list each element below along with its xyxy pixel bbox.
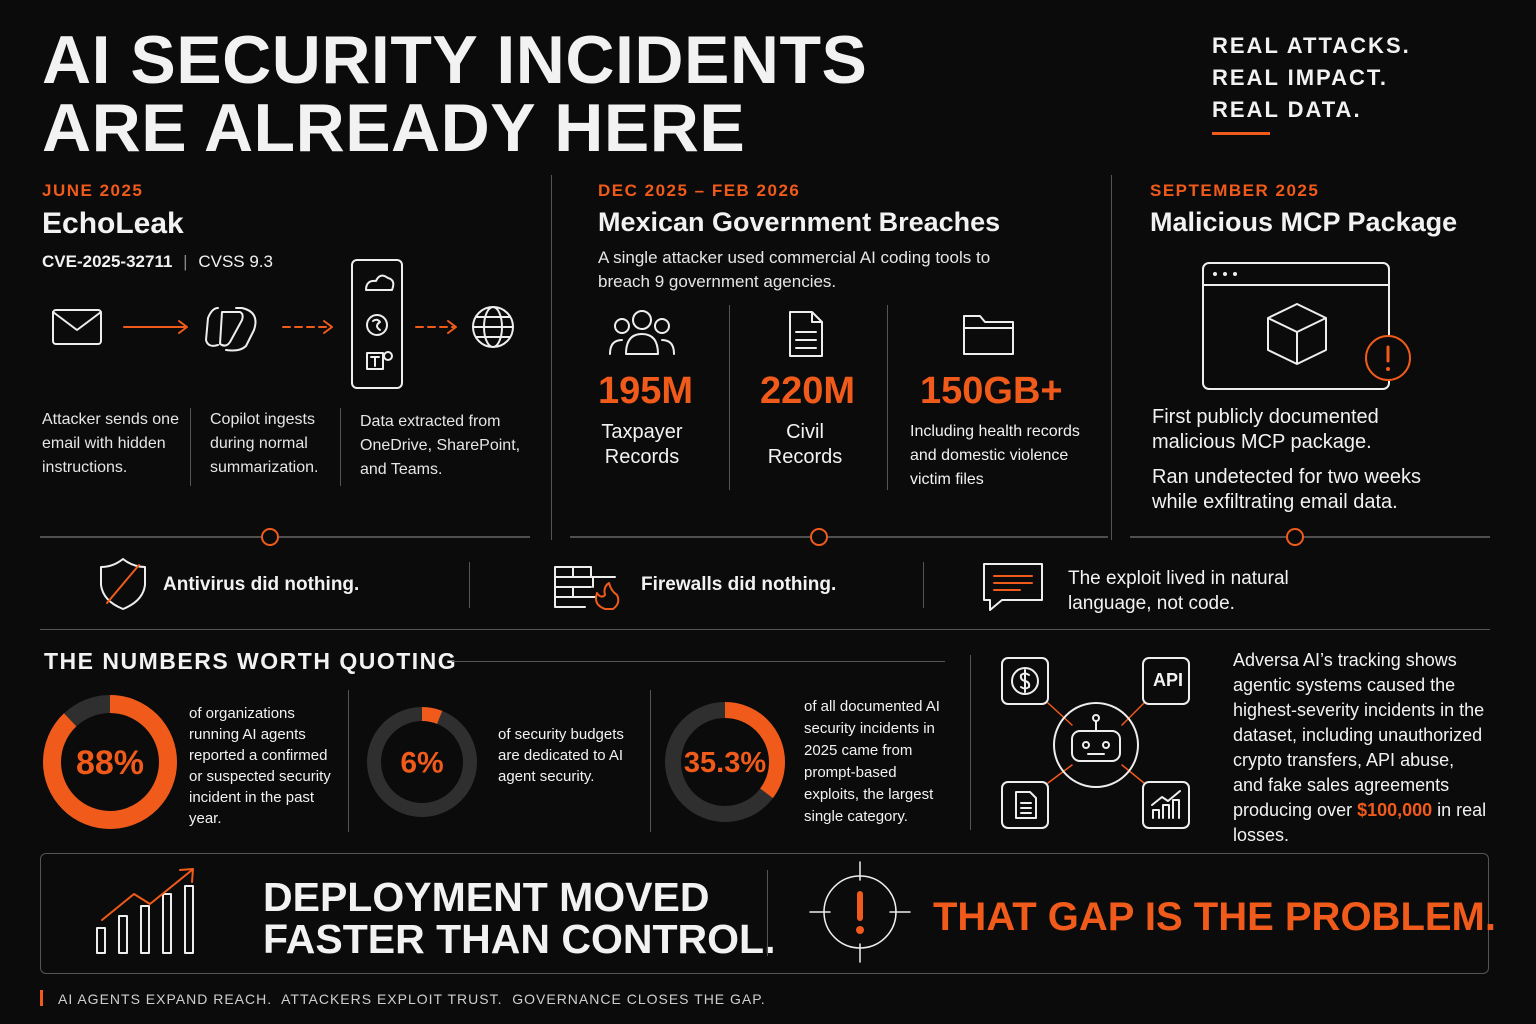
donut-arc bbox=[367, 707, 477, 817]
tagline: REAL ATTACKS. REAL IMPACT. REAL DATA. bbox=[1212, 30, 1411, 126]
divider bbox=[729, 305, 730, 490]
text: Adversa AI’s tracking shows agentic syst… bbox=[1233, 650, 1485, 820]
banner bbox=[40, 853, 1489, 974]
text: in real losses. bbox=[1233, 800, 1487, 845]
incident-title: Mexican Government Breaches bbox=[598, 207, 1001, 237]
tagline-line: REAL DATA. bbox=[1212, 97, 1362, 122]
agent-diagram bbox=[1001, 657, 1190, 829]
timeline bbox=[40, 528, 1490, 546]
footer-accent bbox=[40, 990, 43, 1006]
stat-text: of all documented AI security incidents … bbox=[804, 698, 940, 825]
divider bbox=[348, 690, 349, 832]
incident-title: EchoLeak bbox=[42, 207, 184, 240]
figure: 195M bbox=[598, 370, 694, 412]
tagline-line: REAL IMPACT. bbox=[1212, 65, 1388, 90]
stat-text: of organizations running AI agents repor… bbox=[189, 705, 331, 827]
donut-charts: 88% 6% 35.3% bbox=[43, 695, 785, 829]
divider bbox=[340, 408, 341, 486]
paragraph: First publicly documented malicious MCP … bbox=[1152, 406, 1379, 453]
donut-label: 6% bbox=[400, 747, 443, 780]
divider bbox=[40, 629, 1490, 630]
banner-line: FASTER THAN CONTROL. bbox=[263, 916, 776, 962]
incident-description: A single attacker used commercial AI cod… bbox=[598, 248, 991, 291]
agentic-text: Adversa AI’s tracking shows agentic syst… bbox=[1233, 648, 1488, 848]
divider bbox=[970, 655, 971, 830]
cvss: CVSS 9.3 bbox=[198, 252, 273, 271]
amount: $100,000 bbox=[1357, 800, 1433, 820]
note: Firewalls did nothing. bbox=[641, 574, 837, 595]
divider bbox=[1111, 175, 1112, 540]
figure: 150GB+ bbox=[920, 370, 1063, 412]
divider bbox=[923, 562, 924, 608]
donut-label: 35.3% bbox=[684, 747, 766, 779]
flow-icons bbox=[52, 259, 514, 389]
icon-label: API bbox=[1152, 670, 1183, 690]
banner-left: DEPLOYMENT MOVED FASTER THAN CONTROL. bbox=[263, 876, 775, 960]
figure: 220M bbox=[760, 370, 856, 412]
cve-line: CVE-2025-32711 | CVSS 9.3 bbox=[42, 252, 273, 271]
footer: AI AGENTS EXPAND REACH. ATTACKERS EXPLOI… bbox=[58, 991, 766, 1007]
incident-title: Malicious MCP Package bbox=[1150, 207, 1458, 237]
note: Antivirus did nothing. bbox=[163, 574, 360, 595]
step: Attacker sends one email with hidden ins… bbox=[42, 411, 179, 476]
note: The exploit lived in natural language, n… bbox=[1068, 568, 1289, 614]
chat-icon bbox=[983, 563, 1043, 611]
package-icon bbox=[1202, 262, 1411, 390]
note-icons bbox=[100, 558, 620, 610]
banner-line: DEPLOYMENT MOVED bbox=[263, 874, 710, 920]
title-line: AI SECURITY INCIDENTS bbox=[42, 22, 868, 98]
step: Data extracted from OneDrive, SharePoint… bbox=[360, 413, 521, 478]
alert-icon bbox=[809, 861, 911, 963]
stat-icons bbox=[609, 310, 1014, 357]
donut-arc bbox=[665, 702, 785, 822]
banner-right: THAT GAP IS THE PROBLEM. bbox=[933, 895, 1496, 939]
divider bbox=[767, 870, 768, 956]
incident-date: DEC 2025 – FEB 2026 bbox=[598, 181, 801, 200]
title-line: ARE ALREADY HERE bbox=[42, 90, 746, 166]
figure-caption: Including health records and domestic vi… bbox=[910, 423, 1080, 488]
section-title: THE NUMBERS WORTH QUOTING bbox=[44, 648, 458, 674]
title: AI SECURITY INCIDENTS ARE ALREADY HERE bbox=[42, 26, 867, 162]
donut-arc bbox=[43, 695, 177, 829]
divider bbox=[469, 562, 470, 608]
divider bbox=[190, 408, 191, 486]
incident-date: JUNE 2025 bbox=[42, 181, 144, 200]
growth-icon bbox=[96, 868, 194, 954]
figure-caption: Taxpayer Records bbox=[601, 421, 683, 468]
step: Copilot ingests during normal summarizat… bbox=[210, 411, 319, 476]
divider bbox=[887, 305, 888, 490]
divider bbox=[650, 690, 651, 832]
divider bbox=[452, 661, 945, 662]
tagline-line: REAL ATTACKS. bbox=[1212, 33, 1411, 58]
incident-date: SEPTEMBER 2025 bbox=[1150, 181, 1320, 200]
donut-label: 88% bbox=[76, 744, 144, 782]
figure-caption: Civil Records bbox=[767, 421, 843, 468]
stat-text: of security budgets are dedicated to AI … bbox=[498, 726, 624, 785]
divider bbox=[551, 175, 552, 540]
paragraph: Ran undetected for two weeks while exfil… bbox=[1152, 466, 1422, 513]
cve: CVE-2025-32711 bbox=[42, 252, 173, 271]
accent-bar bbox=[1212, 132, 1270, 135]
